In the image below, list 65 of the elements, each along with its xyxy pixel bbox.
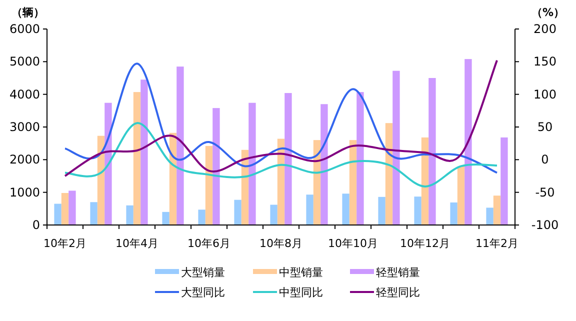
bar xyxy=(126,205,134,225)
bar xyxy=(392,70,400,225)
bar xyxy=(342,194,350,225)
y2-tick-label: 200 xyxy=(534,22,556,36)
bar xyxy=(248,102,256,225)
bar xyxy=(162,212,170,225)
y2-axis-title: （%） xyxy=(531,6,565,19)
bar xyxy=(140,80,148,225)
y-tick-label: 0 xyxy=(32,218,40,232)
bar xyxy=(68,190,76,225)
line-series xyxy=(64,122,498,188)
bar xyxy=(212,108,220,225)
legend-label: 大型销量 xyxy=(181,266,225,279)
x-tick-label: 10年6月 xyxy=(188,237,230,250)
bar xyxy=(464,59,472,225)
y-tick-label: 3000 xyxy=(9,120,40,134)
y-tick-label: 6000 xyxy=(9,22,40,36)
bar xyxy=(198,210,206,225)
bar xyxy=(306,194,314,225)
y-tick-label: 1000 xyxy=(9,185,40,200)
legend-label: 轻型销量 xyxy=(376,266,420,279)
bar xyxy=(450,202,458,225)
bar xyxy=(378,196,386,225)
legend-label: 中型销量 xyxy=(279,266,323,279)
legend-label: 中型同比 xyxy=(279,286,323,299)
bar xyxy=(500,137,508,225)
x-tick-label: 10年12月 xyxy=(400,237,450,250)
legend-label: 大型同比 xyxy=(181,286,225,299)
x-tick-label: 10年4月 xyxy=(116,237,158,250)
x-tick-label: 11年2月 xyxy=(476,237,518,250)
y2-tick-label: 150 xyxy=(534,54,556,69)
y-axis-title: （辆） xyxy=(12,6,44,19)
bar xyxy=(428,78,436,225)
bar xyxy=(320,104,328,225)
bar xyxy=(270,204,278,225)
bar xyxy=(90,202,98,225)
bar xyxy=(61,192,69,225)
y2-tick-label: 100 xyxy=(534,87,556,102)
bar xyxy=(277,138,285,225)
y2-tick-label: 0 xyxy=(541,152,549,167)
bar xyxy=(284,93,292,225)
x-tick-label: 10年10月 xyxy=(328,237,378,250)
bar xyxy=(486,208,494,225)
y2-tick-label: -50 xyxy=(535,185,555,200)
x-tick-label: 10年2月 xyxy=(44,237,86,250)
bar xyxy=(176,66,184,225)
x-tick-label: 10年8月 xyxy=(260,237,302,250)
bar xyxy=(133,92,141,225)
bar xyxy=(493,196,501,225)
bar xyxy=(104,102,112,225)
bar xyxy=(356,92,364,225)
y2-tick-label: -100 xyxy=(531,218,559,232)
bar xyxy=(414,196,422,225)
y-tick-label: 4000 xyxy=(9,87,40,102)
bar xyxy=(349,140,357,225)
bar xyxy=(421,137,429,225)
bar xyxy=(385,123,393,225)
y-tick-label: 5000 xyxy=(9,54,40,69)
bar xyxy=(54,204,62,225)
bar xyxy=(205,146,213,225)
y-tick-label: 2000 xyxy=(9,152,40,167)
y2-tick-label: 50 xyxy=(537,120,553,134)
bar xyxy=(457,166,465,225)
bar xyxy=(234,200,242,225)
legend-label: 轻型同比 xyxy=(376,286,420,299)
